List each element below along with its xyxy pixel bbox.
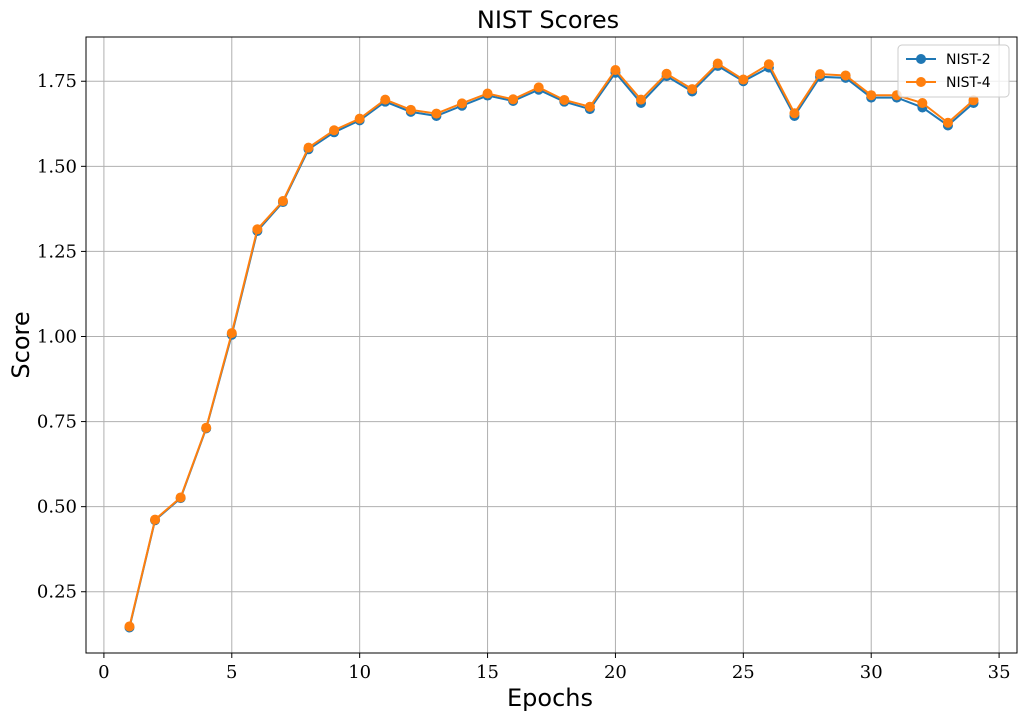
x-tick-label: 30: [860, 662, 883, 683]
legend-marker: [916, 77, 926, 87]
data-point: [687, 84, 698, 95]
data-point: [559, 94, 570, 105]
data-point: [175, 492, 186, 503]
data-point: [405, 104, 416, 115]
legend: NIST-2 NIST-4: [897, 44, 1010, 98]
data-point: [124, 621, 135, 632]
data-point: [968, 95, 979, 106]
y-tick-label: 0.75: [37, 412, 77, 433]
x-tick-label: 35: [988, 662, 1011, 683]
y-tick-label: 0.25: [37, 582, 77, 603]
series-nist-2: [124, 60, 979, 633]
data-point: [866, 90, 877, 101]
grid: [86, 37, 1017, 653]
x-axis-label: Epochs: [507, 684, 593, 712]
y-tick-label: 1.25: [37, 241, 77, 262]
data-point: [942, 117, 953, 128]
data-point: [584, 101, 595, 112]
y-tick-label: 1.50: [37, 156, 77, 177]
series-line: [128, 64, 975, 628]
legend-label: NIST-4: [946, 75, 991, 91]
data-point: [354, 113, 365, 124]
data-point: [840, 70, 851, 81]
chart-title: NIST Scores: [477, 6, 619, 34]
legend-marker: [916, 54, 926, 64]
x-tick-label: 10: [348, 662, 371, 683]
y-tick-label: 1.00: [37, 326, 77, 347]
x-tick-label: 20: [604, 662, 627, 683]
x-tick-label: 15: [476, 662, 499, 683]
data-point: [661, 68, 672, 79]
x-tick-label: 25: [732, 662, 755, 683]
data-point: [610, 65, 621, 76]
data-point: [226, 328, 237, 339]
y-tick-label: 0.50: [37, 497, 77, 518]
data-point: [917, 98, 928, 109]
plot-series: [124, 58, 979, 633]
data-point: [201, 422, 212, 433]
data-point: [712, 58, 723, 69]
data-point: [431, 108, 442, 119]
data-point: [456, 98, 467, 109]
data-point: [252, 224, 263, 235]
data-point: [277, 196, 288, 207]
data-point: [636, 94, 647, 105]
data-point: [380, 94, 391, 105]
data-point: [815, 69, 826, 80]
x-tick-label: 5: [226, 662, 237, 683]
data-point: [150, 514, 161, 525]
data-point: [738, 74, 749, 85]
data-point: [789, 108, 800, 119]
data-point: [303, 142, 314, 153]
data-point: [533, 82, 544, 93]
data-point: [763, 59, 774, 70]
data-point: [482, 88, 493, 99]
data-point: [329, 125, 340, 136]
y-tick-label: 1.75: [37, 71, 77, 92]
series-line: [128, 62, 975, 627]
legend-label: NIST-2: [946, 52, 991, 68]
series-nist-4: [124, 58, 979, 632]
x-tick-label: 0: [98, 662, 109, 683]
y-axis-label: Score: [7, 311, 35, 378]
data-point: [508, 94, 519, 105]
plot-frame: [85, 36, 1018, 654]
axis-ticks: 0 5 10 15 20 25 30 35 0.25 0.50 0.75 1.00 1.25 1.50 1.…: [37, 71, 1011, 683]
